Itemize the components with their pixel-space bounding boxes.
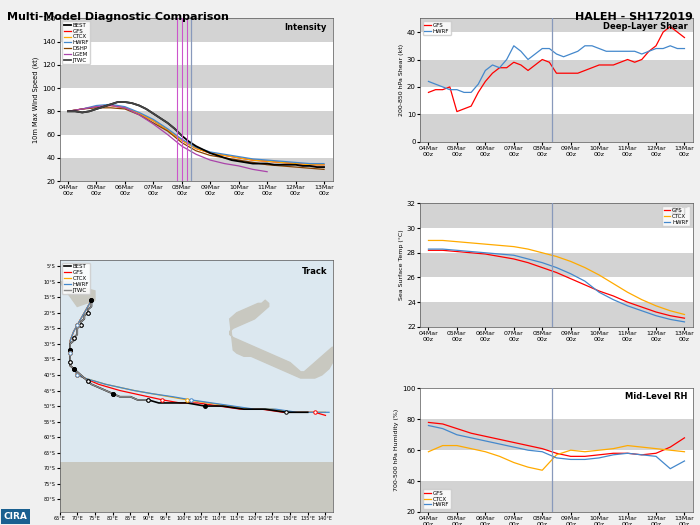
Text: Multi-Model Diagnostic Comparison: Multi-Model Diagnostic Comparison — [7, 12, 229, 22]
Bar — [420, 277, 693, 302]
Legend: BEST, GFS, CTCX, HWRF, DSHP, LGEM, JTWC: BEST, GFS, CTCX, HWRF, DSHP, LGEM, JTWC — [62, 21, 90, 65]
Bar — [60, 462, 332, 512]
Bar — [60, 41, 332, 65]
Bar — [420, 87, 693, 114]
Y-axis label: 200-850 hPa Shear (kt): 200-850 hPa Shear (kt) — [399, 44, 404, 116]
Bar — [420, 388, 693, 419]
Text: Mid-Level RH: Mid-Level RH — [625, 392, 687, 401]
Text: HALEH - SH172019: HALEH - SH172019 — [575, 12, 693, 22]
Bar — [60, 134, 332, 158]
Bar — [420, 32, 693, 59]
Legend: GFS, CTCX, HWRF: GFS, CTCX, HWRF — [662, 206, 690, 226]
Y-axis label: 700-500 hPa Humidity (%): 700-500 hPa Humidity (%) — [395, 409, 400, 491]
Bar — [420, 228, 693, 253]
Polygon shape — [60, 281, 95, 307]
Polygon shape — [230, 300, 332, 378]
Legend: GFS, CTCX, HWRF: GFS, CTCX, HWRF — [423, 489, 451, 509]
Bar — [420, 450, 693, 481]
Bar — [60, 88, 332, 111]
Text: Intensity: Intensity — [285, 23, 327, 32]
Text: Track: Track — [302, 267, 327, 276]
Y-axis label: Sea Surface Temp (°C): Sea Surface Temp (°C) — [399, 230, 404, 300]
Y-axis label: 10m Max Wind Speed (kt): 10m Max Wind Speed (kt) — [33, 57, 39, 143]
Text: Deep-Layer Shear: Deep-Layer Shear — [603, 22, 687, 31]
Text: CIRA: CIRA — [4, 512, 27, 521]
Legend: GFS, HWRF: GFS, HWRF — [423, 21, 451, 35]
Legend: BEST, GFS, CTCX, HWRF, JTWC: BEST, GFS, CTCX, HWRF, JTWC — [62, 262, 90, 294]
Text: SST: SST — [670, 207, 687, 216]
